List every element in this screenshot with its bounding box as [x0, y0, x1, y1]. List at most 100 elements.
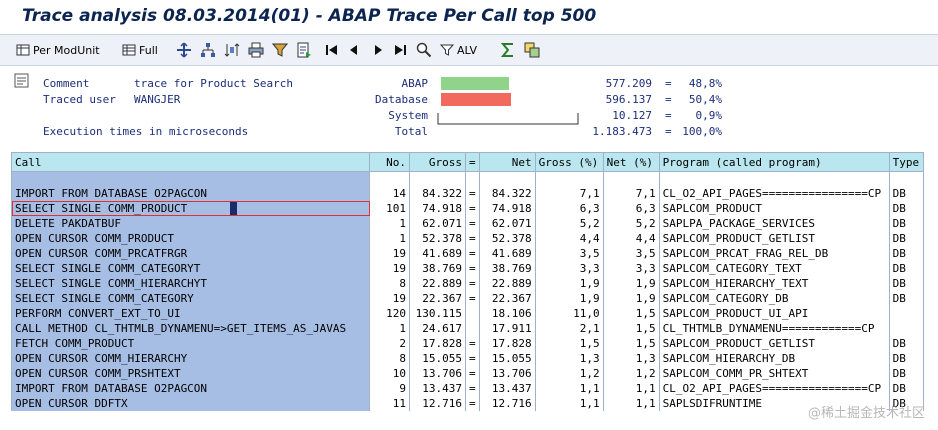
cell-net-pct[interactable]: 1,1 — [602, 381, 660, 396]
cell-net[interactable]: 18.106 — [478, 306, 536, 321]
cell-net[interactable]: 17.828 — [478, 336, 536, 351]
cell-program[interactable]: CL_O2_API_PAGES================CP — [658, 381, 890, 396]
cell-net-pct[interactable]: 1,9 — [602, 276, 660, 291]
cell-no[interactable]: 8 — [369, 276, 410, 291]
cell-net[interactable]: 52.378 — [478, 231, 536, 246]
cell-program[interactable]: SAPLCOM_PRCAT_FRAG_REL_DB — [658, 246, 890, 261]
cell-gross[interactable]: 62.071 — [409, 216, 466, 231]
table-row[interactable]: CALL METHOD CL_THTMLB_DYNAMENU=>GET_ITEM… — [11, 321, 924, 336]
cell-type[interactable]: DB — [888, 366, 924, 381]
cell-eq[interactable]: = — [465, 246, 480, 261]
cell-no[interactable]: 14 — [369, 186, 410, 201]
hierarchy-icon[interactable] — [200, 42, 216, 58]
per-mod-unit-button[interactable]: Per ModUnit — [16, 41, 100, 59]
alv-button[interactable]: ALV — [440, 41, 477, 59]
cell-gross[interactable]: 41.689 — [409, 246, 466, 261]
cell-gross[interactable]: 15.055 — [409, 351, 466, 366]
cell-no[interactable]: 1 — [369, 231, 410, 246]
table-row[interactable]: OPEN CURSOR COMM_PRODUCT 1 52.378 = 52.378 4,… — [11, 231, 924, 246]
cell-call[interactable]: OPEN CURSOR COMM_HIERARCHY — [11, 351, 370, 366]
cell-type[interactable]: DB — [888, 351, 924, 366]
cell-no[interactable]: 11 — [369, 396, 410, 411]
cell-net[interactable]: 38.769 — [478, 261, 536, 276]
cell-gross-pct[interactable]: 5,2 — [534, 216, 604, 231]
cell-no[interactable]: 2 — [369, 336, 410, 351]
cell-no[interactable]: 1 — [369, 216, 410, 231]
cell-program[interactable]: CL_THTMLB_DYNAMENU============CP — [658, 321, 890, 336]
cell-program[interactable]: SAPLPA_PACKAGE_SERVICES — [658, 216, 890, 231]
cell-call[interactable]: OPEN CURSOR COMM_PRODUCT — [11, 231, 370, 246]
cell-gross[interactable]: 17.828 — [409, 336, 466, 351]
cell-type[interactable] — [888, 321, 924, 336]
cell-net-pct[interactable]: 1,3 — [602, 351, 660, 366]
cell-eq[interactable]: = — [465, 261, 480, 276]
cell-type[interactable]: DB — [888, 291, 924, 306]
cell-net-pct[interactable]: 1,1 — [602, 396, 660, 411]
cell-eq[interactable]: = — [465, 366, 480, 381]
cell-type[interactable]: DB — [888, 216, 924, 231]
col-eq[interactable]: = — [465, 152, 480, 172]
cell-no[interactable]: 101 — [369, 201, 410, 216]
cell-call[interactable]: SELECT SINGLE COMM_PRODUCT — [11, 201, 370, 216]
cell-eq[interactable]: = — [465, 291, 480, 306]
cell-net[interactable]: 15.055 — [478, 351, 536, 366]
table-row[interactable]: IMPORT FROM DATABASE O2PAGCON 9 13.437 = 13.… — [11, 381, 924, 396]
col-gross-pct[interactable]: Gross (%) — [534, 152, 604, 172]
cell-net[interactable]: 17.911 — [478, 321, 536, 336]
col-net[interactable]: Net — [478, 152, 536, 172]
cell-no[interactable]: 8 — [369, 351, 410, 366]
cell-call[interactable]: OPEN CURSOR DDFTX — [11, 396, 370, 411]
cell-eq[interactable]: = — [465, 396, 480, 411]
cell-eq[interactable]: = — [465, 216, 480, 231]
cell-gross-pct[interactable]: 2,1 — [534, 321, 604, 336]
cell-program[interactable]: SAPLCOM_HIERARCHY_DB — [658, 351, 890, 366]
cell-net[interactable]: 62.071 — [478, 216, 536, 231]
cell-call[interactable]: IMPORT FROM DATABASE O2PAGCON — [11, 186, 370, 201]
first-page-icon[interactable] — [324, 42, 340, 58]
table-row[interactable]: OPEN CURSOR COMM_PRSHTEXT 10 13.706 = 13.706… — [11, 366, 924, 381]
table-row[interactable]: SELECT SINGLE COMM_PRODUCT 101 74.918 = 74.9… — [11, 201, 924, 216]
cell-gross-pct[interactable]: 3,5 — [534, 246, 604, 261]
find-icon[interactable] — [416, 42, 432, 58]
cell-no[interactable]: 19 — [369, 246, 410, 261]
cell-gross-pct[interactable]: 7,1 — [534, 186, 604, 201]
sum-icon[interactable] — [500, 42, 516, 58]
cell-gross[interactable]: 84.322 — [409, 186, 466, 201]
cell-net-pct[interactable]: 1,5 — [602, 306, 660, 321]
cell-call[interactable]: CALL METHOD CL_THTMLB_DYNAMENU=>GET_ITEM… — [11, 321, 370, 336]
cell-program[interactable]: SAPLCOM_PRODUCT_UI_API — [658, 306, 890, 321]
export-icon[interactable] — [296, 42, 312, 58]
full-button[interactable]: Full — [122, 41, 158, 59]
cell-type[interactable]: DB — [888, 231, 924, 246]
cell-eq[interactable]: = — [465, 231, 480, 246]
cell-gross[interactable]: 38.769 — [409, 261, 466, 276]
next-page-icon[interactable] — [370, 42, 386, 58]
table-row[interactable]: OPEN CURSOR COMM_PRCATFRGR 19 41.689 = 41.68… — [11, 246, 924, 261]
cell-eq[interactable]: = — [465, 381, 480, 396]
cell-call[interactable]: SELECT SINGLE COMM_CATEGORYT — [11, 261, 370, 276]
cell-program[interactable]: CL_O2_API_PAGES================CP — [658, 186, 890, 201]
cell-no[interactable]: 9 — [369, 381, 410, 396]
cell-gross-pct[interactable]: 3,3 — [534, 261, 604, 276]
table-row[interactable]: PERFORM CONVERT_EXT_TO_UI 120 130.115 18.10… — [11, 306, 924, 321]
cell-net-pct[interactable]: 3,5 — [602, 246, 660, 261]
cell-type[interactable]: DB — [888, 381, 924, 396]
cell-gross-pct[interactable]: 1,1 — [534, 381, 604, 396]
cell-gross-pct[interactable]: 11,0 — [534, 306, 604, 321]
last-page-icon[interactable] — [392, 42, 408, 58]
cell-net-pct[interactable]: 3,3 — [602, 261, 660, 276]
cell-call[interactable]: FETCH COMM_PRODUCT — [11, 336, 370, 351]
cell-program[interactable]: SAPLCOM_PRODUCT — [658, 201, 890, 216]
cell-no[interactable]: 120 — [369, 306, 410, 321]
cell-gross-pct[interactable]: 6,3 — [534, 201, 604, 216]
col-program[interactable]: Program (called program) — [658, 152, 890, 172]
cell-gross[interactable]: 52.378 — [409, 231, 466, 246]
cell-type[interactable]: DB — [888, 396, 924, 411]
cell-gross-pct[interactable]: 1,1 — [534, 396, 604, 411]
cell-no[interactable]: 19 — [369, 291, 410, 306]
cell-net-pct[interactable]: 1,5 — [602, 321, 660, 336]
table-row[interactable]: SELECT SINGLE COMM_CATEGORYT 19 38.769 = 38.… — [11, 261, 924, 276]
navigate-icon[interactable] — [176, 42, 192, 58]
col-gross[interactable]: Gross — [409, 152, 466, 172]
cell-program[interactable]: SAPLCOM_PRODUCT_GETLIST — [658, 231, 890, 246]
